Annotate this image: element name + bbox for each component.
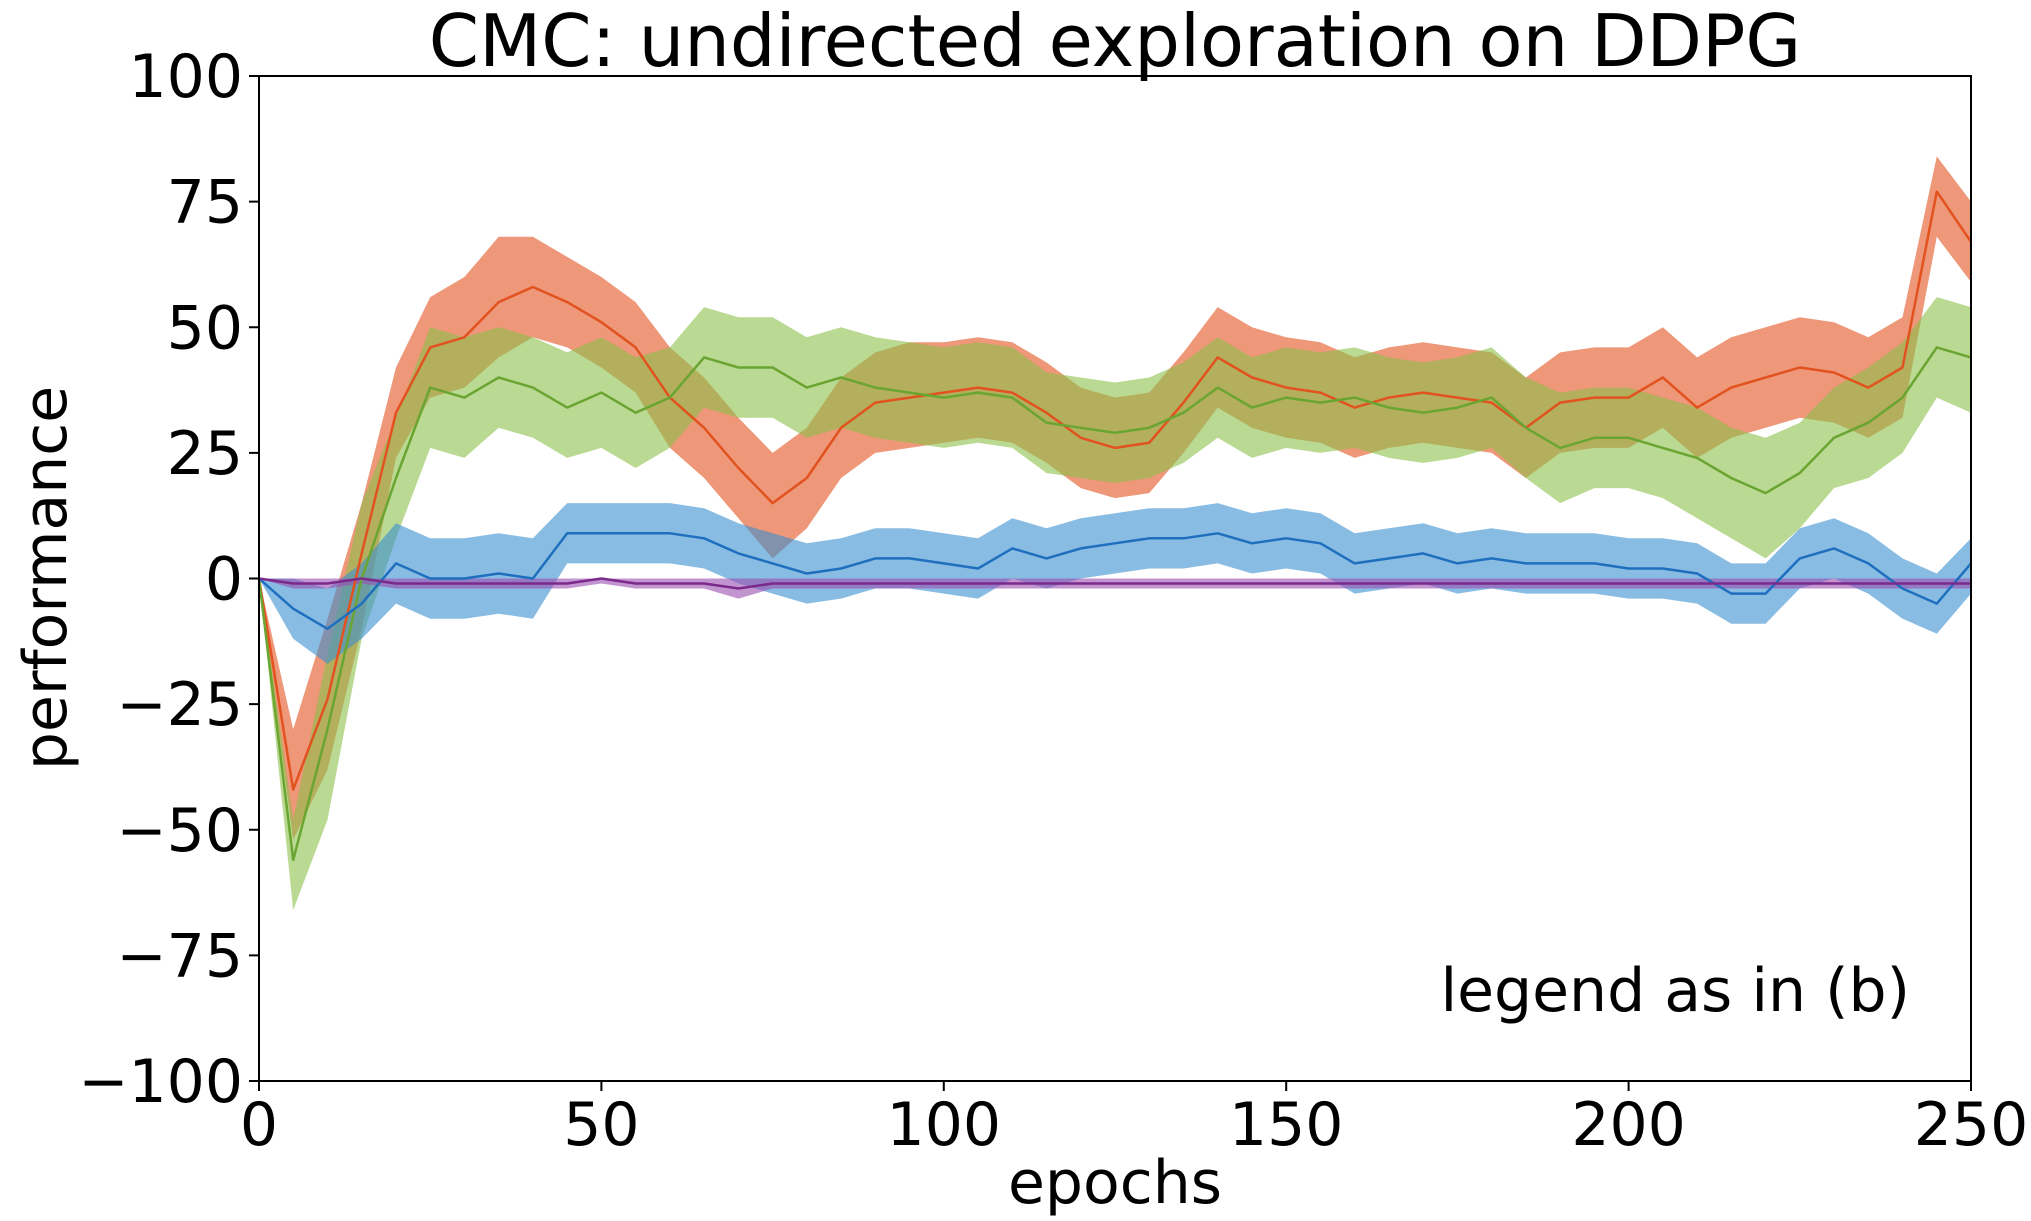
series-4-line [258, 577, 1971, 590]
legend-note: legend as in (b) [1440, 956, 1910, 1026]
y-tick-label: 100 [128, 42, 243, 112]
x-axis-title: epochs [1008, 1148, 1222, 1218]
y-tick-label: −25 [116, 670, 243, 740]
x-tick-label: 250 [1914, 1090, 2029, 1160]
chart-title: CMC: undirected exploration on DDPG [429, 0, 1801, 83]
series-3-band [259, 503, 1971, 664]
series-2-line [257, 346, 1972, 862]
x-tick-label: 150 [1229, 1090, 1344, 1160]
y-tick-label: −75 [116, 921, 243, 991]
x-tick-label: 0 [240, 1090, 278, 1160]
x-axis-ticks: 0 50 100 150 200 250 [240, 1081, 2028, 1160]
y-axis-ticks: −100 −75 −50 −25 0 25 50 75 100 [78, 42, 259, 1117]
series-2-band [259, 297, 1971, 911]
confidence-bands [259, 156, 1971, 911]
x-tick-label: 200 [1571, 1090, 1686, 1160]
y-tick-label: 0 [205, 545, 243, 615]
series-3-line [258, 532, 1972, 631]
x-tick-label: 100 [887, 1090, 1002, 1160]
y-tick-label: 50 [167, 293, 243, 363]
y-tick-label: 75 [167, 168, 243, 238]
x-tick-label: 50 [563, 1090, 639, 1160]
y-tick-label: −100 [78, 1047, 243, 1117]
y-tick-label: −50 [116, 796, 243, 866]
series-1-band [259, 156, 1971, 840]
series-lines [257, 190, 1973, 862]
y-axis-title: performance [11, 386, 81, 770]
series-1-line [257, 190, 1973, 791]
y-tick-label: 25 [167, 419, 243, 489]
